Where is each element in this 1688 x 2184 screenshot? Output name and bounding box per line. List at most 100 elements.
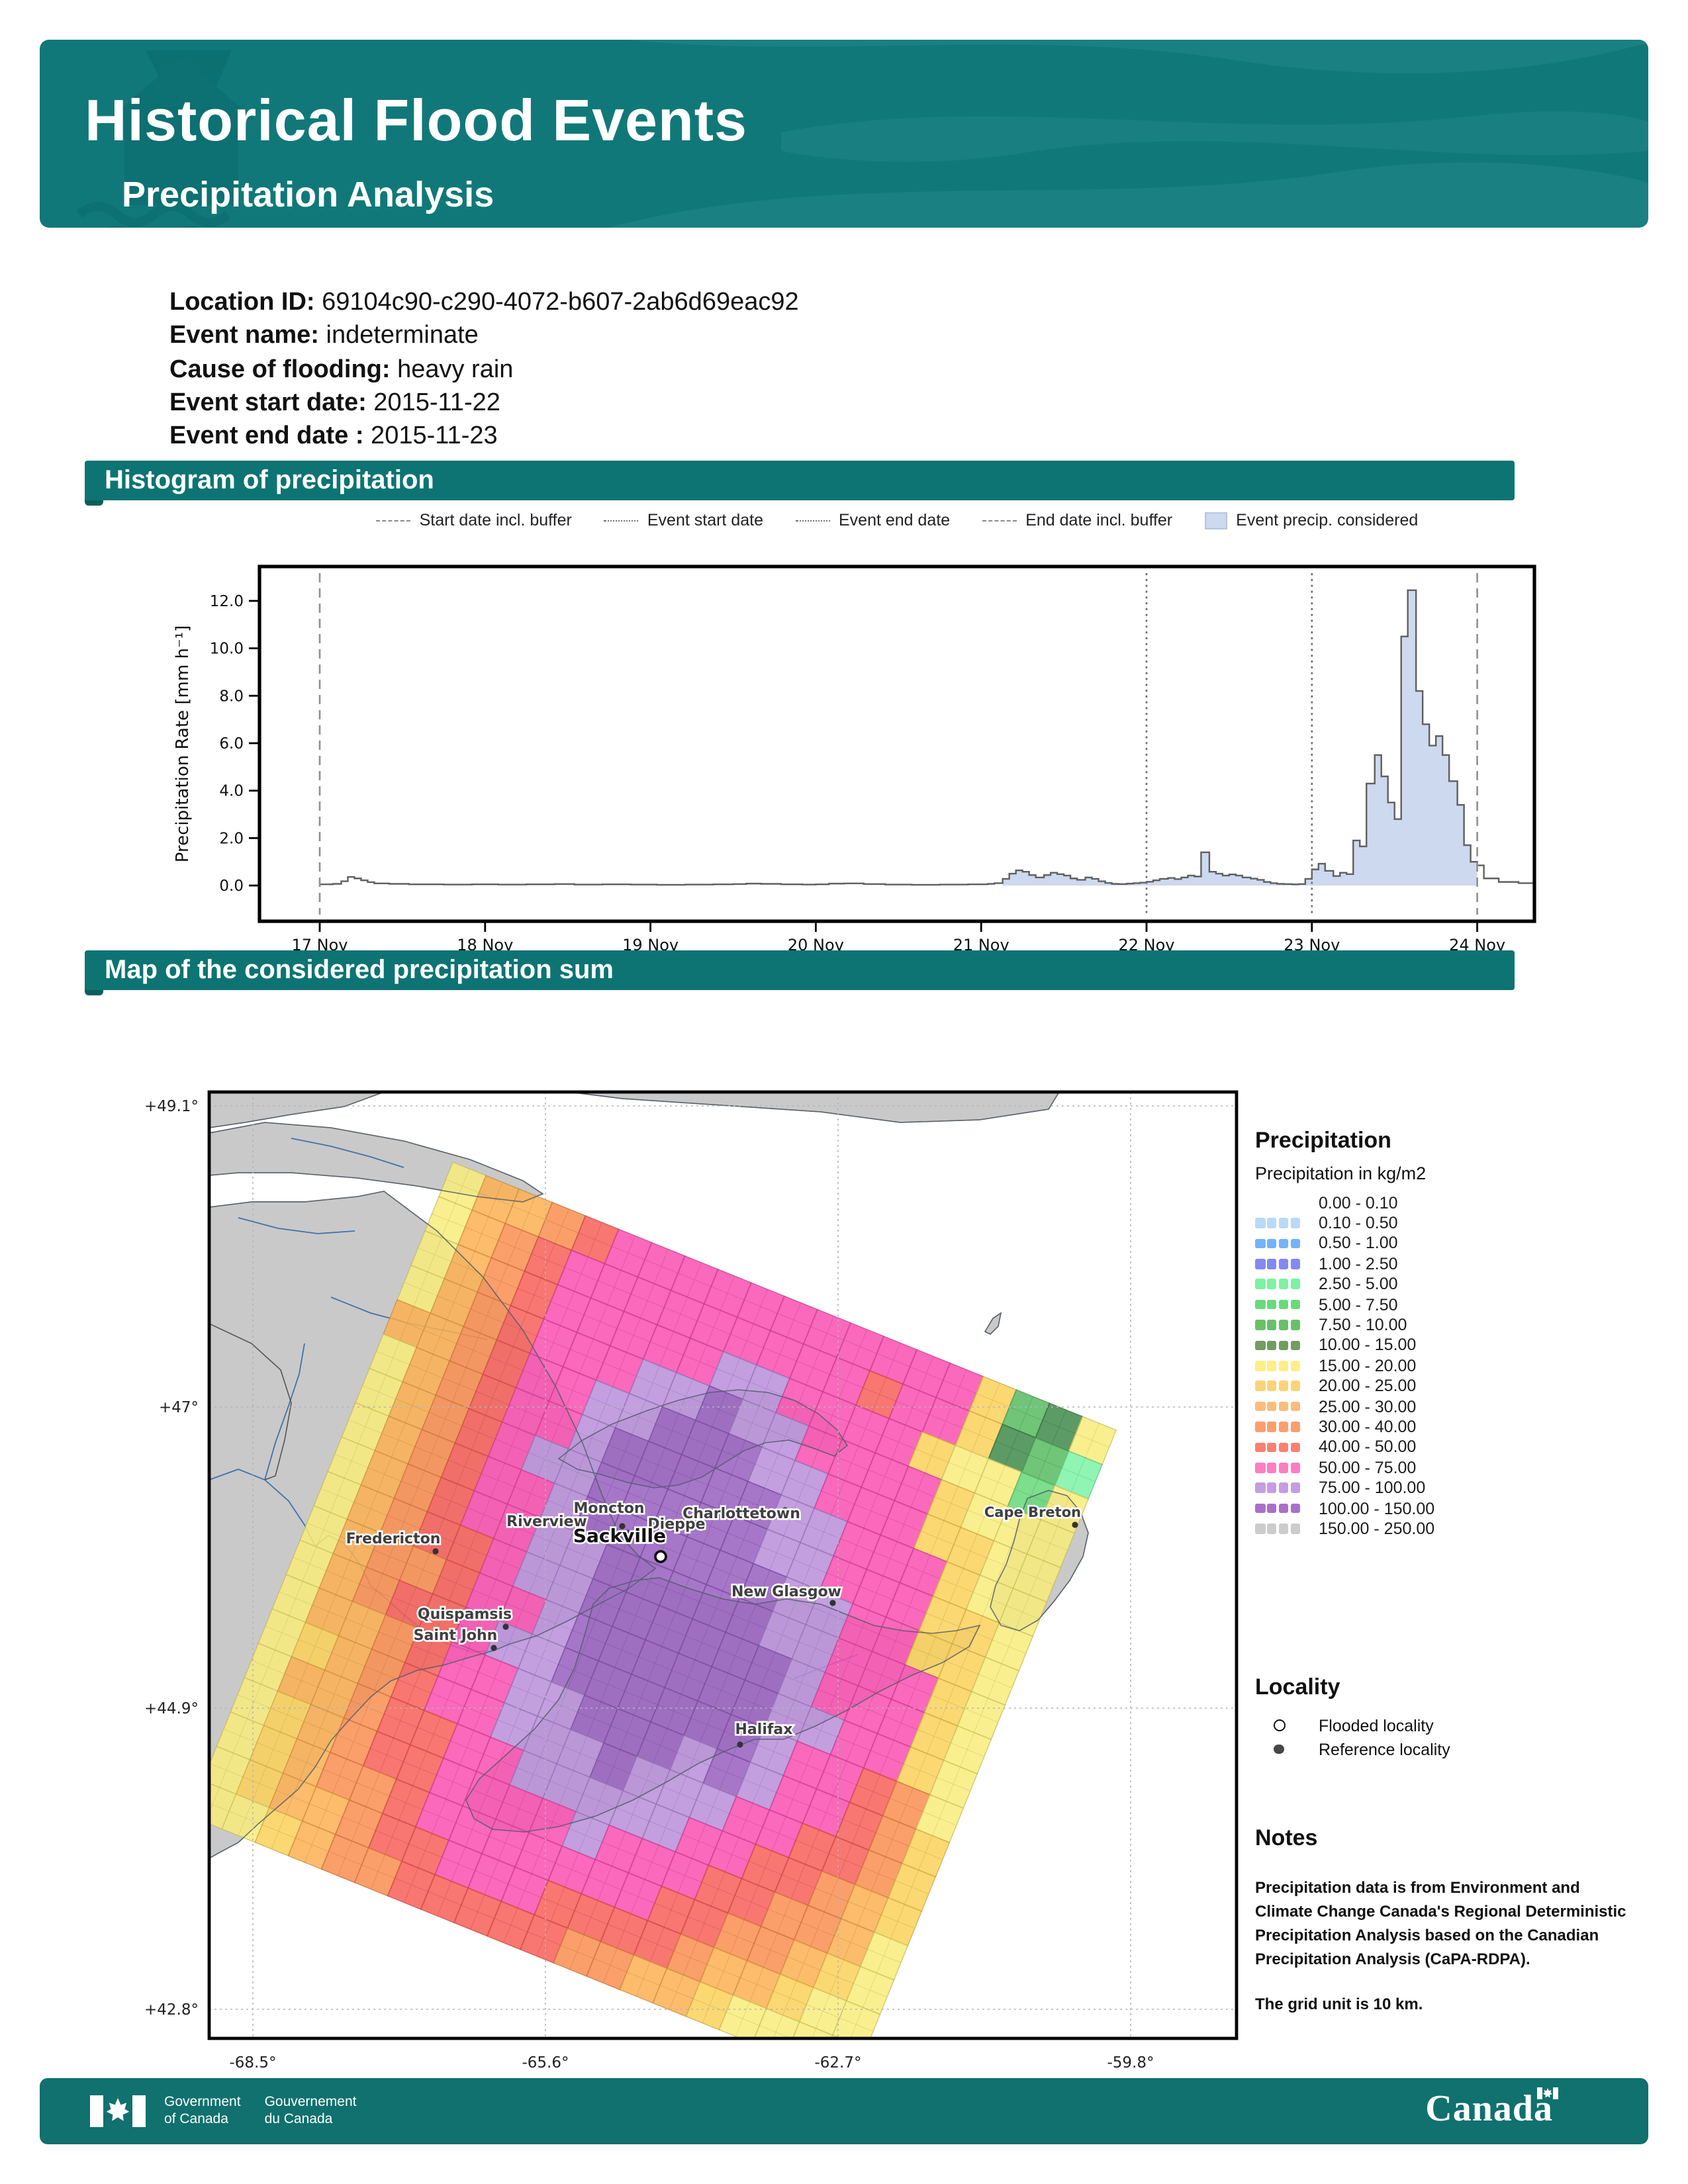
- legend-entry-5: 5.00 - 7.50: [1255, 1295, 1652, 1315]
- event-precip-considered-area: [1003, 590, 1477, 886]
- lon-label: -59.8°: [1107, 2054, 1154, 2071]
- legend-entry-15: 100.00 - 150.00: [1255, 1498, 1652, 1519]
- reference-locality-marker: [829, 1600, 835, 1606]
- city-charlottetown: Charlottetown: [682, 1506, 800, 1522]
- lon-label: -62.7°: [814, 2054, 861, 2071]
- legend-color-swatch-icon: [1255, 1340, 1303, 1350]
- reference-locality-marker: [502, 1623, 508, 1629]
- city-label: Halifax: [735, 1721, 793, 1738]
- precipitation-histogram-chart: 17 Nov18 Nov19 Nov20 Nov21 Nov22 Nov23 N…: [159, 556, 1575, 979]
- city-label: Cape Breton: [984, 1504, 1081, 1520]
- legend-color-swatch-icon: [1255, 1361, 1303, 1371]
- canada-wordmark: Canada: [1425, 2089, 1553, 2131]
- lat-label: +44.9°: [144, 1700, 199, 1717]
- y-tick-label: 8.0: [219, 688, 244, 705]
- locality-entries: Flooded localityReference locality: [1255, 1713, 1652, 1761]
- map-legend-subtitle: Precipitation in kg/m2: [1255, 1163, 1652, 1183]
- legend-entry-13: 50.00 - 75.00: [1255, 1457, 1652, 1478]
- legend-entry-8: 15.00 - 20.00: [1255, 1355, 1652, 1376]
- legend-color-swatch-icon: [1255, 1279, 1303, 1289]
- lat-label: +49.1°: [144, 1098, 199, 1115]
- notes-paragraph-2: The grid unit is 10 km.: [1255, 1991, 1642, 2015]
- legend-color-swatch-icon: [1255, 1381, 1303, 1391]
- legend-entry-6: 7.50 - 10.00: [1255, 1315, 1652, 1336]
- flooded-locality-marker: [655, 1551, 666, 1562]
- hist-legend-item-0: Start date incl. buffer: [376, 511, 572, 529]
- legend-entry-12: 40.00 - 50.00: [1255, 1437, 1652, 1457]
- legend-color-swatch-icon: [1255, 1463, 1303, 1473]
- legend-color-swatch-icon: [1255, 1442, 1303, 1452]
- government-of-canada-signature: Governmentof Canada Gouvernementdu Canad…: [90, 2094, 357, 2129]
- legend-entry-2: 0.50 - 1.00: [1255, 1234, 1652, 1254]
- legend-color-swatch-icon: [1255, 1259, 1303, 1269]
- legend-color-swatch-icon: [1255, 1504, 1303, 1514]
- section-header-map: Map of the considered precipitation sum: [85, 950, 1515, 990]
- legend-color-swatch-icon: [1255, 1300, 1303, 1310]
- metadata-row-0: Location ID: 69104c90-c290-4072-b607-2ab…: [169, 286, 799, 320]
- map-legend-panel: Precipitation Precipitation in kg/m2 0.0…: [1255, 1128, 1652, 2036]
- map-legend-title: Precipitation: [1255, 1128, 1652, 1154]
- dashed-line-swatch-icon: [376, 520, 410, 521]
- hist-legend-item-4: Event precip. considered: [1204, 511, 1418, 529]
- legend-entry-1: 0.10 - 0.50: [1255, 1213, 1652, 1234]
- city-label: New Glasgow: [731, 1584, 841, 1600]
- city-label: Charlottetown: [682, 1506, 800, 1522]
- fill-line-swatch-icon: [1204, 512, 1227, 529]
- page-subtitle: Precipitation Analysis: [122, 177, 494, 213]
- legend-color-swatch-icon: [1255, 1198, 1303, 1208]
- legend-entry-0: 0.00 - 0.10: [1255, 1193, 1652, 1213]
- section-header-histogram: Histogram of precipitation: [85, 461, 1515, 500]
- metadata-row-4: Event end date : 2015-11-23: [169, 420, 799, 453]
- legend-entry-7: 10.00 - 15.00: [1255, 1335, 1652, 1355]
- legend-color-swatch-icon: [1255, 1218, 1303, 1228]
- legend-entry-10: 25.00 - 30.00: [1255, 1396, 1652, 1417]
- metadata-row-2: Cause of flooding: heavy rain: [169, 353, 799, 387]
- map-canvas: [189, 1092, 1237, 2083]
- y-tick-label: 12.0: [210, 593, 244, 610]
- legend-color-swatch-icon: [1255, 1238, 1303, 1248]
- flooded-locality-icon: [1273, 1719, 1285, 1731]
- legend-color-swatch-icon: [1255, 1402, 1303, 1412]
- locality-title: Locality: [1255, 1674, 1652, 1700]
- precipitation-rate-step-line: [320, 590, 1534, 885]
- metadata-row-3: Event start date: 2015-11-22: [169, 387, 799, 420]
- notes-title: Notes: [1255, 1825, 1652, 1851]
- metadata-row-1: Event name: indeterminate: [169, 320, 799, 353]
- dotted-line-swatch-icon: [795, 520, 829, 521]
- reference-locality-icon: [1274, 1745, 1284, 1754]
- legend-color-swatch-icon: [1255, 1320, 1303, 1330]
- legend-color-swatch-icon: [1255, 1524, 1303, 1533]
- y-tick-label: 0.0: [219, 878, 244, 895]
- y-axis-label: Precipitation Rate [mm h⁻¹]: [173, 625, 193, 863]
- histogram-legend: Start date incl. bufferEvent start dateE…: [259, 511, 1534, 529]
- government-footer: Governmentof Canada Gouvernementdu Canad…: [40, 2078, 1648, 2144]
- precipitation-map: FrederictonRiverviewMonctonDieppeSackvil…: [132, 1059, 1258, 2091]
- legend-entry-11: 30.00 - 40.00: [1255, 1417, 1652, 1437]
- legend-entry-3: 1.00 - 2.50: [1255, 1253, 1652, 1274]
- city-label: Saint John: [414, 1627, 498, 1644]
- city-label: Sackville: [573, 1525, 666, 1547]
- dashed-line-swatch-icon: [982, 520, 1016, 521]
- dotted-line-swatch-icon: [604, 520, 638, 521]
- reference-locality-marker: [432, 1548, 438, 1554]
- page-title: Historical Flood Events: [85, 93, 747, 151]
- wordmark-flag-icon: [1537, 2087, 1558, 2099]
- hist-legend-item-3: End date incl. buffer: [982, 511, 1172, 529]
- legend-color-swatch-icon: [1255, 1422, 1303, 1432]
- lat-label: +47°: [159, 1399, 199, 1416]
- lon-label: -68.5°: [229, 2054, 276, 2071]
- legend-entry-16: 150.00 - 250.00: [1255, 1519, 1652, 1539]
- reference-locality-marker: [1072, 1522, 1078, 1527]
- gov-en-label: Governmentof Canada: [164, 2094, 241, 2129]
- legend-entry-9: 20.00 - 25.00: [1255, 1376, 1652, 1396]
- legend-color-swatch-icon: [1255, 1483, 1303, 1493]
- lon-label: -65.6°: [522, 2054, 569, 2071]
- y-tick-label: 6.0: [219, 735, 244, 752]
- event-metadata: Location ID: 69104c90-c290-4072-b607-2ab…: [169, 286, 799, 453]
- reference-locality-marker: [491, 1645, 496, 1651]
- reference-locality-marker: [737, 1741, 743, 1747]
- city-label: Fredericton: [346, 1531, 441, 1547]
- notes-paragraph-1: Precipitation data is from Environment a…: [1255, 1875, 1642, 1972]
- city-label: Quispamsis: [418, 1606, 512, 1623]
- locality-entry-1: Reference locality: [1255, 1737, 1652, 1761]
